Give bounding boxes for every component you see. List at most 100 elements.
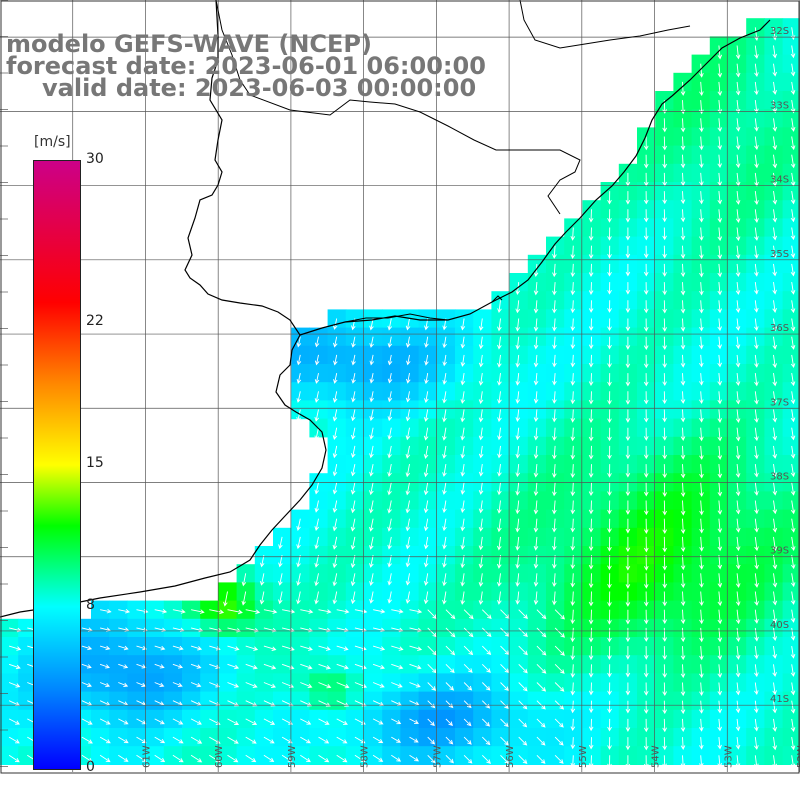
wind-arrow (717, 63, 723, 78)
wind-arrow (699, 718, 704, 732)
wind-arrow (662, 500, 668, 516)
wind-arrow (318, 718, 330, 725)
wind-arrow (570, 646, 576, 661)
longitude-label: 53W (723, 745, 734, 768)
wind-arrow (754, 209, 759, 224)
wind-arrow (460, 482, 466, 495)
wind-arrow (662, 445, 668, 460)
wind-arrow (245, 682, 258, 688)
wind-arrow (154, 663, 165, 669)
wind-arrow (442, 409, 447, 423)
wind-arrow (515, 464, 521, 478)
wind-arrow (427, 682, 437, 691)
wind-arrow (772, 391, 778, 405)
wind-arrow (625, 445, 631, 460)
wind-arrow (172, 663, 183, 669)
wind-arrow (772, 755, 778, 769)
wind-arrow (680, 664, 686, 679)
wind-arrow (790, 282, 796, 295)
wind-arrow (790, 700, 796, 714)
wind-arrow (481, 609, 492, 620)
wind-arrow (227, 645, 240, 651)
wind-arrow (717, 227, 723, 242)
wind-arrow (427, 718, 435, 727)
wind-arrow (227, 682, 240, 688)
wind-arrow (554, 718, 564, 728)
wind-arrow (259, 573, 265, 586)
wind-arrow (518, 700, 528, 710)
wind-arrow (588, 227, 594, 241)
wind-arrow (332, 518, 338, 532)
wind-arrow (533, 445, 539, 460)
wind-arrow (460, 391, 466, 404)
wind-arrow (296, 354, 302, 366)
wind-arrow (190, 736, 203, 744)
wind-arrow (533, 427, 539, 441)
wind-arrow (118, 608, 131, 614)
wind-arrow (588, 209, 594, 223)
wind-arrow (662, 718, 668, 733)
wind-arrow (515, 300, 521, 314)
wind-arrow (463, 718, 472, 727)
longitude-label: 54W (651, 745, 662, 768)
wind-arrow (662, 191, 667, 205)
wind-arrow (481, 627, 492, 638)
wind-arrow (790, 318, 796, 332)
wind-arrow (190, 682, 202, 688)
wind-arrow (409, 645, 423, 651)
wind-arrow (445, 609, 456, 620)
wind-arrow (717, 609, 723, 625)
wind-arrow (717, 646, 723, 661)
latitude-label: 37S (770, 397, 789, 408)
wind-arrow (518, 645, 528, 656)
wind-arrow (245, 663, 258, 670)
wind-arrow (772, 336, 778, 350)
wind-arrow (500, 736, 509, 746)
wind-arrow (369, 591, 374, 604)
wind-arrow (625, 627, 631, 643)
wind-arrow (754, 354, 759, 368)
wind-arrow (754, 646, 759, 660)
wind-arrow (772, 318, 778, 332)
wind-arrow (427, 754, 436, 764)
wind-arrow (643, 336, 649, 351)
wind-arrow (607, 354, 612, 368)
wind-arrow (497, 482, 502, 496)
wind-arrow (699, 682, 704, 697)
wind-arrow (699, 373, 704, 386)
wind-arrow (314, 518, 320, 532)
wind-arrow (8, 754, 20, 763)
wind-arrow (554, 609, 565, 620)
wind-arrow (754, 573, 759, 588)
wind-arrow (754, 518, 759, 533)
wind-arrow (699, 118, 704, 133)
wind-arrow (8, 645, 22, 651)
wind-arrow (460, 555, 465, 569)
wind-arrow (500, 663, 510, 674)
wind-arrow (332, 555, 338, 569)
wind-arrow (190, 754, 203, 763)
wind-arrow (735, 573, 741, 588)
wind-arrow (536, 700, 546, 710)
wind-arrow (442, 445, 447, 459)
wind-arrow (8, 736, 20, 744)
wind-arrow (699, 409, 704, 423)
wind-arrow (662, 154, 668, 169)
wind-arrow (643, 245, 649, 259)
wind-arrow (570, 718, 576, 732)
wind-arrow (625, 609, 631, 625)
wind-arrow (190, 645, 203, 651)
wind-arrow (460, 409, 466, 423)
wind-arrow (515, 591, 520, 605)
wind-arrow (662, 209, 667, 223)
wind-arrow (735, 373, 741, 387)
wind-arrow (570, 500, 576, 515)
wind-arrow (369, 482, 374, 496)
wind-arrow (296, 573, 301, 587)
wind-arrow (570, 427, 576, 442)
wind-arrow (518, 718, 528, 728)
wind-arrow (790, 682, 796, 696)
wind-arrow (369, 555, 374, 568)
wind-arrow (154, 718, 165, 725)
wind-arrow (699, 518, 704, 534)
